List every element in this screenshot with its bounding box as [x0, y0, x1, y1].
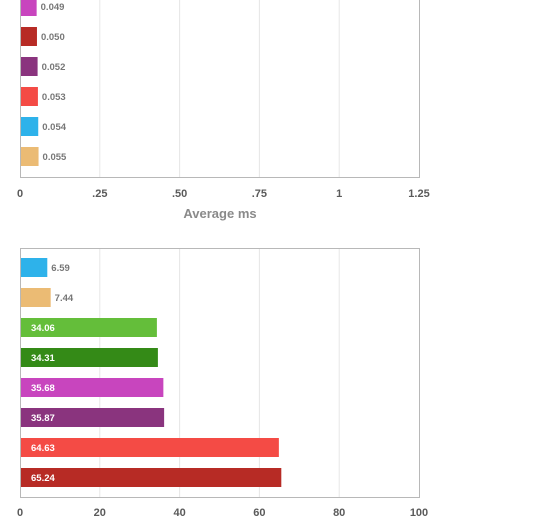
x-tick-label: 20: [94, 507, 106, 516]
x-tick-label: 0: [17, 188, 23, 200]
x-tick-label: 60: [253, 507, 265, 516]
x-tick-label: .75: [252, 188, 267, 200]
x-tick-label: 1: [336, 188, 342, 200]
bar: [21, 318, 157, 337]
bar-value-label: 0.050: [41, 32, 65, 43]
bar: [21, 87, 38, 106]
bar: [21, 258, 48, 277]
bar: [21, 288, 51, 307]
x-tick-label: .50: [172, 188, 187, 200]
bar: [21, 117, 39, 136]
bar: [21, 147, 39, 166]
bar-value-label: 0.049: [41, 2, 65, 13]
bar-value-label: 6.59: [51, 263, 69, 274]
average-ms-chart: 0.049 0.050 0.052 0.053 0.054 0.055 0 .25 .50 .75…: [17, 0, 430, 221]
bar-value-label: 65.24: [31, 473, 55, 484]
bar: [21, 0, 37, 16]
bar-value-label: 0.055: [43, 152, 67, 163]
x-tick-label: 0: [17, 507, 23, 516]
bar: [21, 378, 164, 397]
bar: [21, 348, 158, 367]
second-bar-chart: 6.59 7.44 34.06 34.31 35.68 35.87 64.63 65.24 0 2…: [17, 248, 428, 519]
bar-value-label: 0.052: [42, 62, 66, 73]
x-tick-label: .25: [92, 188, 107, 200]
x-tick-label: 1.25: [408, 188, 429, 200]
bar-value-label: 35.68: [31, 383, 55, 394]
bar: [21, 438, 279, 457]
plot-frame: [20, 0, 420, 178]
x-tick-label: 80: [333, 507, 345, 516]
bar: [21, 57, 38, 76]
x-tick-label: 40: [173, 507, 185, 516]
bar-value-label: 35.87: [31, 413, 55, 424]
bar: [21, 408, 165, 427]
bar-value-label: 0.053: [42, 92, 66, 103]
bar-value-label: 34.31: [31, 353, 55, 364]
x-axis-label: Average ms: [183, 206, 256, 221]
bar-value-label: 64.63: [31, 443, 55, 454]
bar: [21, 468, 282, 487]
bar-value-label: 0.054: [42, 122, 66, 133]
bar-value-label: 7.44: [55, 293, 74, 304]
bar-value-label: 34.06: [31, 323, 55, 334]
bar: [21, 27, 37, 46]
x-tick-label: 100: [410, 507, 428, 516]
plot-frame: [20, 248, 420, 498]
